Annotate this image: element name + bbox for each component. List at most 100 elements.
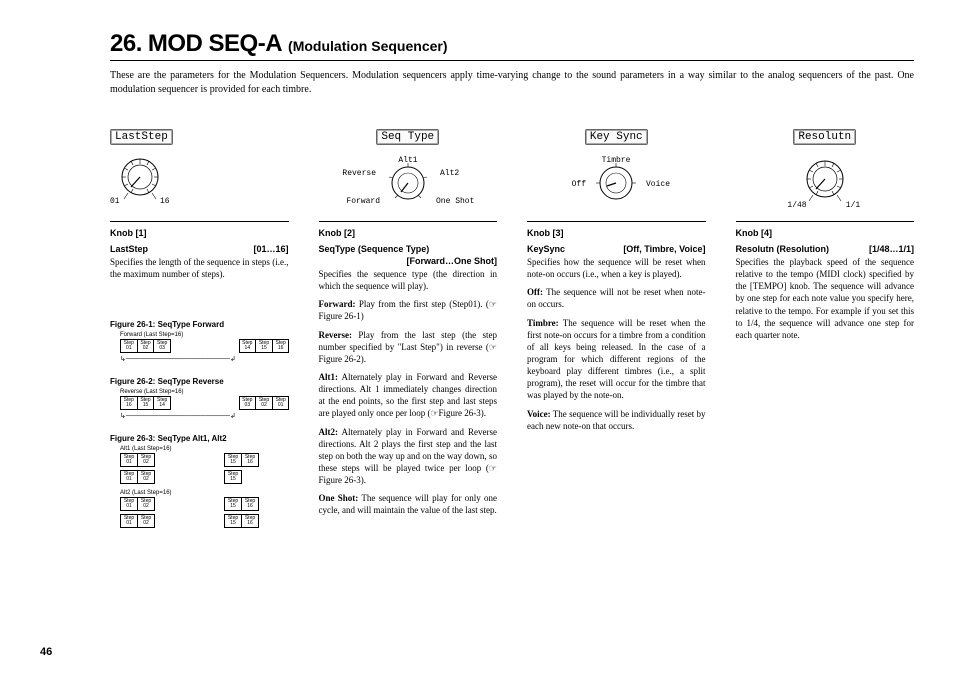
step-box: Step03 [153,339,171,353]
step-box: Step15 [224,470,242,484]
knob4-param-row: Resolutn (Resolution) [1/48…1/1] [736,244,915,254]
knob2-p6: One Shot: The sequence will play for onl… [319,492,498,516]
fig2-sub: Reverse (Last Step=16) [120,389,289,395]
fig3-row-c: Step01 Step02 Step15 Step16 [120,497,289,511]
svg-text:Alt1: Alt1 [398,156,417,165]
fig3-row-b: Step01 Step02 Step15 [120,470,289,484]
step-box: Step15 [255,339,273,353]
step-box: Step01 [120,514,138,528]
columns: LastStep 01 [110,126,914,530]
page-number: 46 [40,646,52,658]
knob3-p2: Off: The sequence will not be reset when… [527,286,706,310]
column-4: Resolutn [736,126,915,530]
divider [527,221,706,222]
title-main: MOD SEQ-A [148,30,282,58]
step-box: Step02 [137,453,155,467]
fig3-row-d: Step01 Step02 Step15 Step16 [120,514,289,528]
divider [736,221,915,222]
title-subtitle: (Modulation Sequencer) [288,38,447,54]
knob4-param-range: [1/48…1/1] [869,244,914,254]
knob4-label: Knob [4] [736,228,915,238]
knob2-p1: Specifies the sequence type (the directi… [319,268,498,292]
knob4-p1: Specifies the playback speed of the sequ… [736,256,915,341]
step-box: Step15 [137,396,155,410]
step-box: Step16 [241,497,259,511]
divider [110,221,289,222]
svg-text:1/48: 1/48 [787,201,806,209]
knob3-label: Knob [3] [527,228,706,238]
page: 26. MOD SEQ-A (Modulation Sequencer) The… [0,0,954,550]
knob3-param-name: KeySync [527,244,565,254]
knob3-param-range: [Off, Timbre, Voice] [623,244,705,254]
knob2-param-range-row: [Forward…One Shot] [319,256,498,266]
knob2-p4: Alt1: Alternately play in Forward and Re… [319,371,498,420]
knob3-p1: Specifies how the sequence will be reset… [527,256,706,280]
svg-text:One Shot: One Shot [436,197,474,206]
step-box: Step02 [137,470,155,484]
column-3: Key Sync Timbre Off Voice [527,126,706,530]
step-box: Step16 [241,453,259,467]
step-box: Step03 [239,396,257,410]
svg-text:1/1: 1/1 [846,201,861,209]
divider [319,221,498,222]
step-box: Step15 [224,514,242,528]
fig2-caption: Figure 26-2: SeqType Reverse [110,377,289,386]
svg-text:Alt2: Alt2 [440,169,459,178]
knob1-left-scale: 01 [110,197,120,206]
step-box: Step02 [137,339,155,353]
step-box: Step01 [120,470,138,484]
knob2-display: Seq Type [376,129,439,145]
step-box: Step01 [120,339,138,353]
fig2-row: Step16 Step15 Step14 Step03 Step02 Step0… [120,396,289,410]
step-box: Step01 [272,396,290,410]
knob2-graphic: Alt1 Reverse Alt2 Forward One Shot [319,155,498,213]
knob3-p4: Voice: The sequence will be individually… [527,408,706,432]
fig3-caption: Figure 26-3: SeqType Alt1, Alt2 [110,434,289,443]
knob1-param-name: LastStep [110,244,148,254]
knob4-display: Resolutn [793,129,856,145]
step-box: Step16 [272,339,290,353]
step-box: Step02 [255,396,273,410]
step-box: Step16 [241,514,259,528]
step-box: Step02 [137,514,155,528]
fig3-sub1: Alt1 (Last Step=16) [120,446,289,452]
intro-text: These are the parameters for the Modulat… [110,69,914,96]
knob1-display: LastStep [110,129,173,145]
knob1-param-row: LastStep [01…16] [110,244,289,254]
fig1-sub: Forward (Last Step=16) [120,332,289,338]
step-box: Step01 [120,453,138,467]
step-box: Step15 [224,453,242,467]
knob4-param-name: Resolutn (Resolution) [736,244,830,254]
svg-text:Reverse: Reverse [342,169,376,178]
knob2-p3: Reverse: Play from the last step (the st… [319,329,498,365]
step-box: Step02 [137,497,155,511]
knob2-p2: Forward: Play from the first step (Step0… [319,298,498,322]
step-box: Step15 [224,497,242,511]
fig3-sub2: Alt2 (Last Step=16) [120,490,289,496]
svg-text:Timbre: Timbre [602,156,631,165]
knob1-param-range: [01…16] [253,244,288,254]
column-2: Seq Type Alt1 Reverse [319,126,498,530]
knob1-right-scale: 16 [160,197,170,206]
page-title-row: 26. MOD SEQ-A (Modulation Sequencer) [110,30,914,61]
knob3-display: Key Sync [585,129,648,145]
fig1-row: Step01 Step02 Step03 Step14 Step15 Step1… [120,339,289,353]
step-box: Step01 [120,497,138,511]
knob3-param-row: KeySync [Off, Timbre, Voice] [527,244,706,254]
knob1-desc: Specifies the length of the sequence in … [110,256,289,280]
column-1: LastStep 01 [110,126,289,530]
svg-text:Voice: Voice [646,180,670,189]
knob3-graphic: Timbre Off Voice [527,155,706,213]
fig2-arrow: ↳─────────────────────↲ [120,412,289,420]
fig1-caption: Figure 26-1: SeqType Forward [110,320,289,329]
knob1-label: Knob [1] [110,228,289,238]
knob2-param-range: [Forward…One Shot] [407,256,498,266]
fig1-arrow: ↳─────────────────────↲ [120,355,289,363]
step-box: Step14 [153,396,171,410]
knob2-p5: Alt2: Alternately play in Forward and Re… [319,426,498,487]
knob4-graphic: 1/48 1/1 [736,155,915,213]
knob1-graphic: 01 16 [110,155,289,213]
fig3-row-a: Step01 Step02 Step15 Step16 [120,453,289,467]
title-number: 26. [110,30,142,58]
step-box: Step14 [239,339,257,353]
